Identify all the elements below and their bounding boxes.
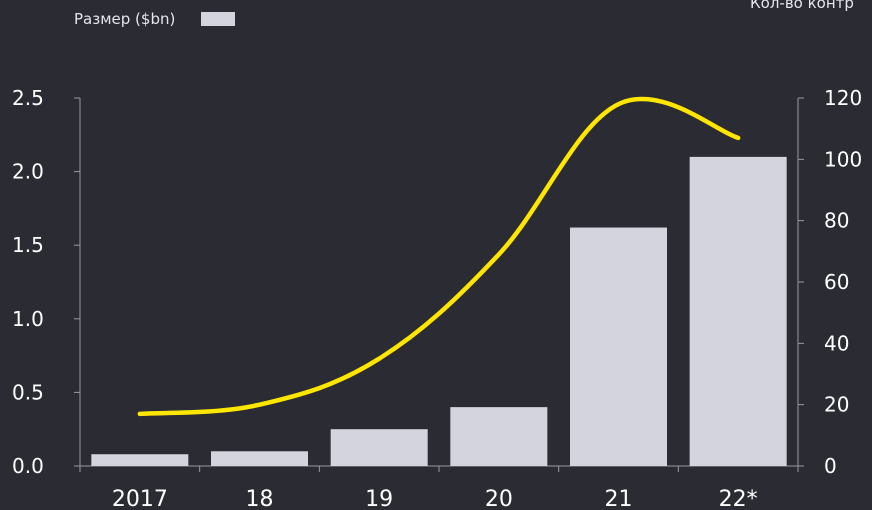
right-tick-label: 20 [824, 393, 849, 417]
legend-bar-label: Размер ($bn) [74, 10, 176, 28]
x-tick-label: 20 [485, 487, 513, 510]
x-tick-label: 21 [605, 487, 633, 510]
bar-20 [450, 407, 548, 466]
x-tick-label: 19 [365, 487, 393, 510]
right-tick-label: 0 [824, 454, 837, 478]
right-tick-label: 40 [824, 331, 849, 355]
bar-2017 [91, 454, 189, 466]
line-series-kolvo [137, 96, 741, 417]
bar-22* [689, 156, 787, 466]
right-tick-label: 100 [824, 147, 862, 171]
right-tick-label: 120 [824, 86, 862, 110]
legend: Размер ($bn) [74, 10, 236, 28]
left-tick-label: 1.5 [12, 233, 44, 257]
bar-21 [570, 227, 667, 466]
left-tick-label: 1.0 [12, 307, 44, 331]
right-tick-label: 60 [824, 270, 849, 294]
legend-bar-swatch [201, 12, 236, 26]
x-tick-label: 18 [246, 487, 274, 510]
left-tick-label: 2.0 [12, 160, 44, 184]
bar-18 [211, 451, 308, 466]
bar-19 [330, 429, 428, 466]
legend-line-label: Кол-во контр [750, 0, 854, 12]
x-tick-label: 2017 [112, 487, 168, 510]
left-tick-label: 2.5 [12, 86, 44, 110]
right-tick-label: 80 [824, 209, 849, 233]
x-tick-label: 22* [719, 487, 758, 510]
left-tick-label: 0.5 [12, 380, 44, 404]
left-tick-label: 0.0 [12, 454, 44, 478]
